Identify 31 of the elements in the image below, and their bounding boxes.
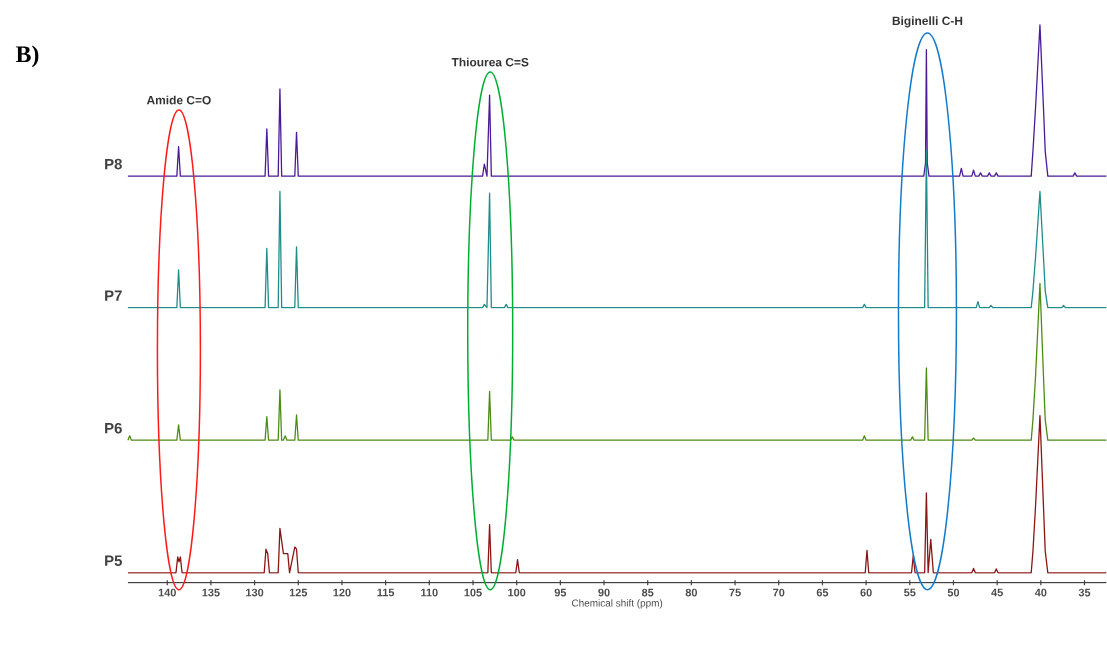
x-tick-label: 120: [333, 588, 351, 597]
x-tick-label: 95: [554, 588, 567, 597]
series-label: P5: [105, 555, 122, 567]
x-tick-label: 125: [289, 588, 308, 597]
x-tick-label: 65: [816, 588, 829, 597]
x-tick-label: 135: [202, 588, 220, 597]
x-tick-label: 80: [685, 588, 698, 597]
x-tick-label: 35: [1078, 588, 1091, 597]
x-tick-label: 90: [598, 588, 610, 597]
x-tick-label: 115: [377, 588, 395, 597]
x-tick-label: 50: [947, 588, 960, 597]
x-tick-label: 140: [158, 588, 176, 597]
annotation: Biginelli C-H: [892, 16, 963, 28]
series-label: P8: [105, 159, 122, 170]
series-label: P6: [105, 423, 122, 434]
x-axis-title: Chemical shift (ppm): [571, 599, 663, 609]
annotation: Amide C=O: [146, 95, 211, 105]
text: B): [15, 45, 39, 68]
x-tick-label: 40: [1034, 588, 1047, 597]
x-tick-label: 70: [773, 588, 785, 597]
x-tick-label: 55: [904, 588, 916, 597]
annotation: Thiourea C=S: [451, 57, 529, 67]
x-tick-label: 60: [860, 588, 872, 597]
series-label: P7: [105, 290, 122, 301]
x-tick-label: 130: [246, 588, 264, 597]
x-tick-label: 85: [641, 588, 654, 597]
x-tick-label: 110: [421, 588, 438, 597]
x-tick-label: 105: [464, 588, 482, 597]
x-tick-label: 100: [508, 588, 526, 597]
x-tick-label: 75: [729, 588, 741, 597]
x-tick-label: 45: [991, 588, 1003, 597]
